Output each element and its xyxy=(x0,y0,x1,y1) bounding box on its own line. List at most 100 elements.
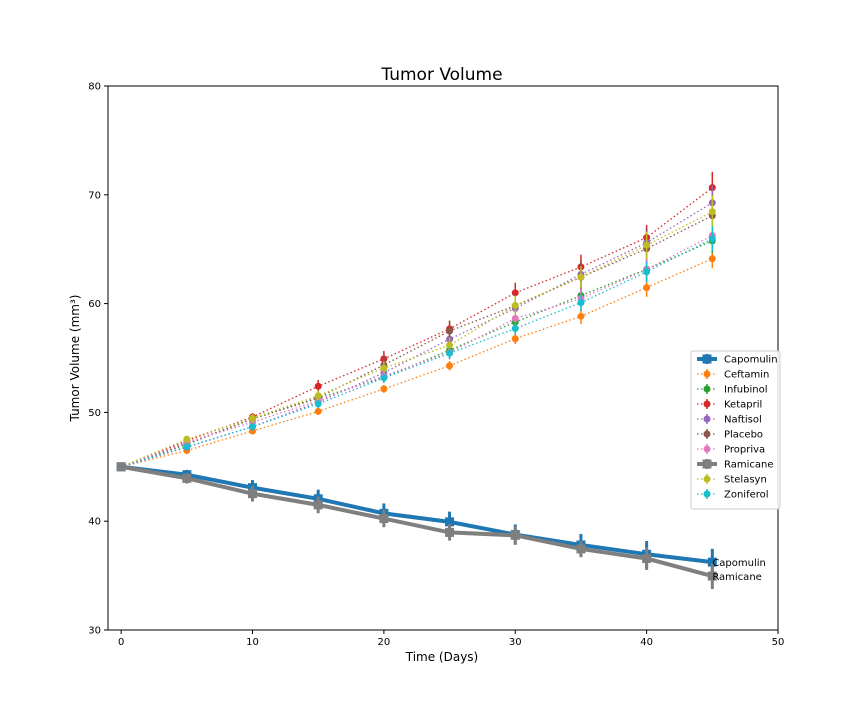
legend-label: Ceftamin xyxy=(724,370,769,381)
legend-label: Stelasyn xyxy=(724,475,767,486)
data-point xyxy=(445,517,455,527)
x-tick-label: 10 xyxy=(246,637,259,648)
data-point xyxy=(445,527,455,537)
data-point xyxy=(577,312,585,320)
data-point xyxy=(511,325,519,333)
data-point xyxy=(708,255,716,263)
data-point xyxy=(707,571,717,581)
series-line-naftisol xyxy=(120,202,713,468)
y-tick-label: 80 xyxy=(88,82,101,93)
y-tick-label: 50 xyxy=(88,408,101,419)
data-point xyxy=(249,414,257,422)
data-point xyxy=(446,341,454,349)
data-point xyxy=(446,327,454,335)
data-point xyxy=(511,301,519,309)
series-ceftamin xyxy=(117,249,716,471)
data-point xyxy=(707,557,717,567)
legend-item-stelasyn: Stelasyn xyxy=(697,474,767,486)
legend-label: Placebo xyxy=(724,430,763,441)
legend-marker xyxy=(703,445,711,453)
data-point xyxy=(248,489,258,499)
x-tick-label: 40 xyxy=(640,637,653,648)
legend-item-placebo: Placebo xyxy=(697,429,763,441)
annotation-label: Ramicane xyxy=(712,572,762,583)
series-capomulin xyxy=(116,462,717,576)
legend-item-infubinol: Infubinol xyxy=(697,384,768,396)
data-point xyxy=(577,299,585,307)
data-point xyxy=(182,473,192,483)
x-axis-label: Time (Days) xyxy=(405,650,479,664)
data-point xyxy=(314,400,322,408)
x-tick-label: 0 xyxy=(118,637,124,648)
legend-item-ketapril: Ketapril xyxy=(697,399,762,411)
data-point xyxy=(643,268,651,276)
data-point xyxy=(379,514,389,524)
legend: Capomulin Ceftamin Infubinol Ketapril Naftis… xyxy=(690,350,781,510)
data-point xyxy=(576,544,586,554)
series-line-capomulin xyxy=(120,464,713,565)
legend-marker xyxy=(703,370,711,378)
data-point xyxy=(314,407,322,415)
data-point xyxy=(183,435,191,443)
axes-frame xyxy=(107,85,779,631)
legend-label: Ramicane xyxy=(724,460,774,471)
data-point xyxy=(511,315,519,323)
data-point xyxy=(708,235,716,243)
data-point xyxy=(249,423,257,431)
series-stelasyn xyxy=(117,195,716,471)
legend-item-zoniferol: Zoniferol xyxy=(697,489,769,501)
series-line-infubinol xyxy=(120,240,713,468)
series-line-ramicane xyxy=(120,464,713,578)
data-point xyxy=(510,530,520,540)
data-point xyxy=(314,382,322,390)
data-point xyxy=(708,208,716,216)
series-ketapril xyxy=(117,171,716,471)
x-tick-label: 20 xyxy=(378,637,391,648)
data-point xyxy=(380,374,388,382)
series-naftisol xyxy=(117,185,716,471)
legend-marker xyxy=(702,459,712,469)
legend-marker xyxy=(703,385,711,393)
legend-label: Naftisol xyxy=(724,415,762,426)
legend-marker xyxy=(703,430,711,438)
data-point xyxy=(643,284,651,292)
data-point xyxy=(642,554,652,564)
y-tick-label: 30 xyxy=(88,626,101,637)
y-tick-label: 40 xyxy=(88,517,101,528)
data-point xyxy=(511,335,519,343)
data-point xyxy=(577,273,585,281)
series-ramicane xyxy=(116,462,717,590)
legend-label: Infubinol xyxy=(724,385,768,396)
legend-marker xyxy=(702,354,712,364)
x-tick-label: 50 xyxy=(772,637,785,648)
legend-item-ceftamin: Ceftamin xyxy=(697,369,769,381)
series-placebo xyxy=(117,194,716,471)
legend-marker xyxy=(703,400,711,408)
data-point xyxy=(380,385,388,393)
data-point xyxy=(446,362,454,370)
y-axis-label: Tumor Volume (mm³) xyxy=(68,295,82,423)
y-tick-label: 70 xyxy=(88,190,101,201)
series-line-zoniferol xyxy=(120,238,713,468)
legend-box xyxy=(690,350,781,510)
legend-label: Ketapril xyxy=(724,400,762,411)
legend-marker xyxy=(703,475,711,483)
legend-item-ramicane: Ramicane xyxy=(697,459,774,471)
data-point xyxy=(116,462,126,472)
series-zoniferol xyxy=(117,226,716,471)
legend-item-propriva: Propriva xyxy=(697,444,765,456)
legend-item-naftisol: Naftisol xyxy=(697,414,762,426)
data-point xyxy=(314,392,322,400)
legend-marker xyxy=(703,490,711,498)
data-point xyxy=(183,443,191,451)
data-point xyxy=(511,289,519,297)
legend-label: Zoniferol xyxy=(724,490,769,501)
series-line-propriva xyxy=(120,234,713,468)
series-line-ketapril xyxy=(120,187,713,468)
series-line-ceftamin xyxy=(120,258,713,468)
plot-area: 0 10 20 30 40 50 30 40 50 60 70 80 Capomulin Ramicane xyxy=(88,82,784,649)
series-line-stelasyn xyxy=(120,211,713,468)
legend-label: Capomulin xyxy=(724,355,778,366)
legend-marker xyxy=(703,415,711,423)
legend-item-capomulin: Capomulin xyxy=(697,354,778,366)
